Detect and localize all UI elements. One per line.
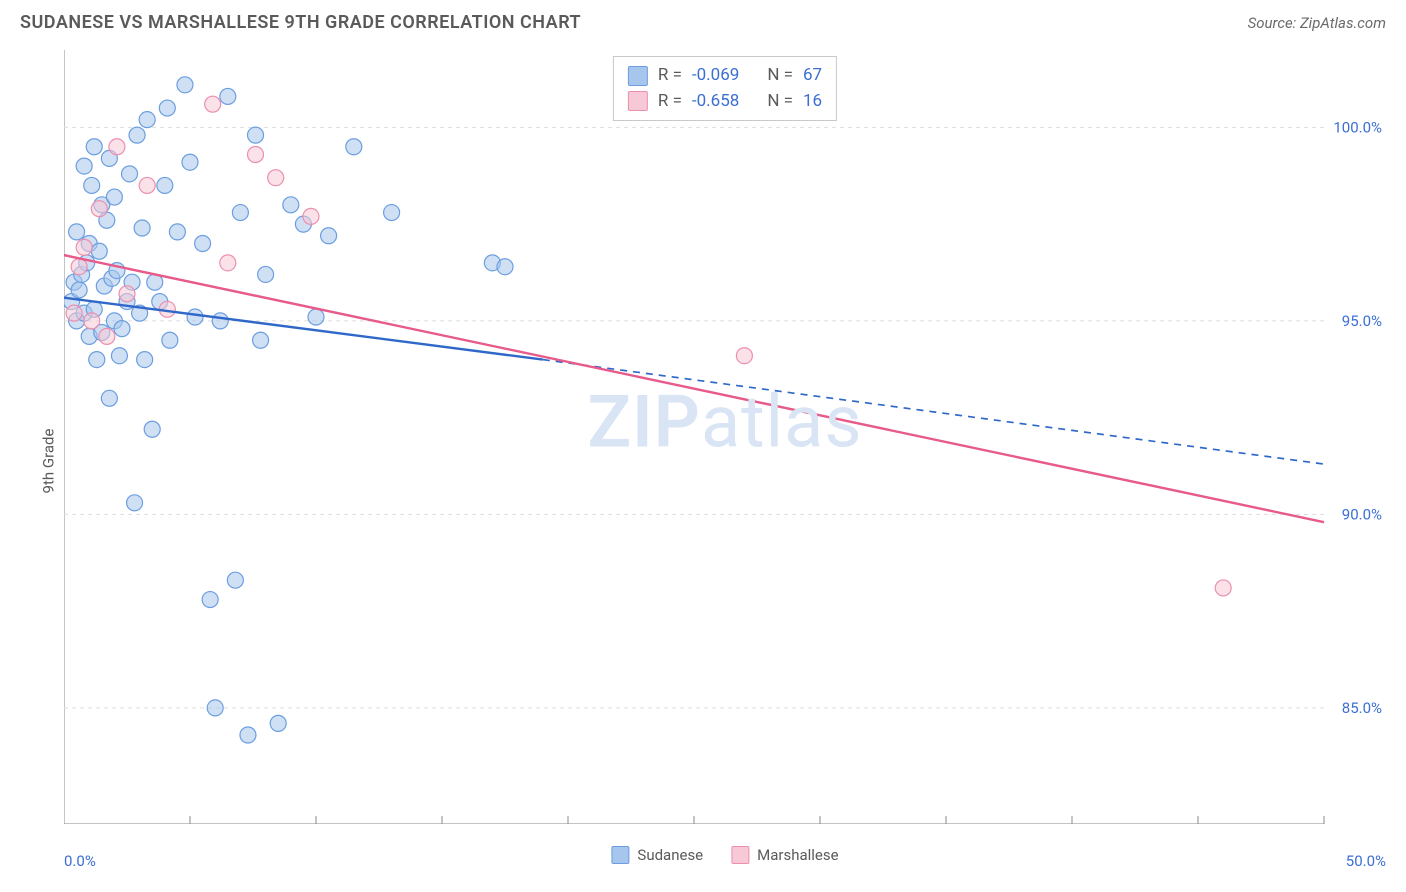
stats-row-series1: R = -0.069 N = 67 bbox=[628, 63, 822, 89]
chart-container: 9th Grade 85.0%90.0%95.0%100.0% ZIPatlas… bbox=[20, 50, 1386, 872]
x-max-label: 50.0% bbox=[1346, 852, 1386, 870]
svg-text:85.0%: 85.0% bbox=[1342, 699, 1382, 717]
r-value-series1: -0.069 bbox=[692, 63, 739, 89]
n-value-series2: 16 bbox=[803, 89, 822, 115]
r-value-series2: -0.658 bbox=[692, 89, 739, 115]
chart-title: SUDANESE VS MARSHALLESE 9TH GRADE CORREL… bbox=[20, 12, 581, 33]
swatch-series1 bbox=[611, 846, 629, 864]
source-label: Source: ZipAtlas.com bbox=[1248, 14, 1386, 32]
stats-legend-box: R = -0.069 N = 67 R = -0.658 N = 16 bbox=[613, 56, 837, 121]
legend-item-series1: Sudanese bbox=[611, 846, 703, 864]
n-label: N = bbox=[767, 63, 793, 89]
n-label: N = bbox=[767, 89, 793, 115]
r-label: R = bbox=[658, 63, 682, 89]
x-axis-area: 0.0% Sudanese Marshallese 50.0% bbox=[64, 832, 1386, 872]
legend-label-series1: Sudanese bbox=[637, 846, 703, 864]
swatch-series1 bbox=[628, 66, 648, 86]
chart-svg: 85.0% 90.0% 95.0% 100.0% bbox=[64, 50, 1386, 824]
svg-text:100.0%: 100.0% bbox=[1333, 118, 1382, 136]
svg-text:90.0%: 90.0% bbox=[1342, 505, 1382, 523]
swatch-series2 bbox=[628, 91, 648, 111]
y-axis-label: 9th Grade bbox=[39, 429, 57, 494]
bottom-legend: Sudanese Marshallese bbox=[611, 846, 838, 864]
svg-text:95.0%: 95.0% bbox=[1342, 312, 1382, 330]
r-label: R = bbox=[658, 89, 682, 115]
plot-area: 85.0%90.0%95.0%100.0% ZIPatlas R = -0.06… bbox=[64, 50, 1386, 824]
swatch-series2 bbox=[731, 846, 749, 864]
x-min-label: 0.0% bbox=[64, 852, 96, 870]
legend-label-series2: Marshallese bbox=[757, 846, 838, 864]
stats-row-series2: R = -0.658 N = 16 bbox=[628, 89, 822, 115]
legend-item-series2: Marshallese bbox=[731, 846, 838, 864]
n-value-series1: 67 bbox=[803, 63, 822, 89]
